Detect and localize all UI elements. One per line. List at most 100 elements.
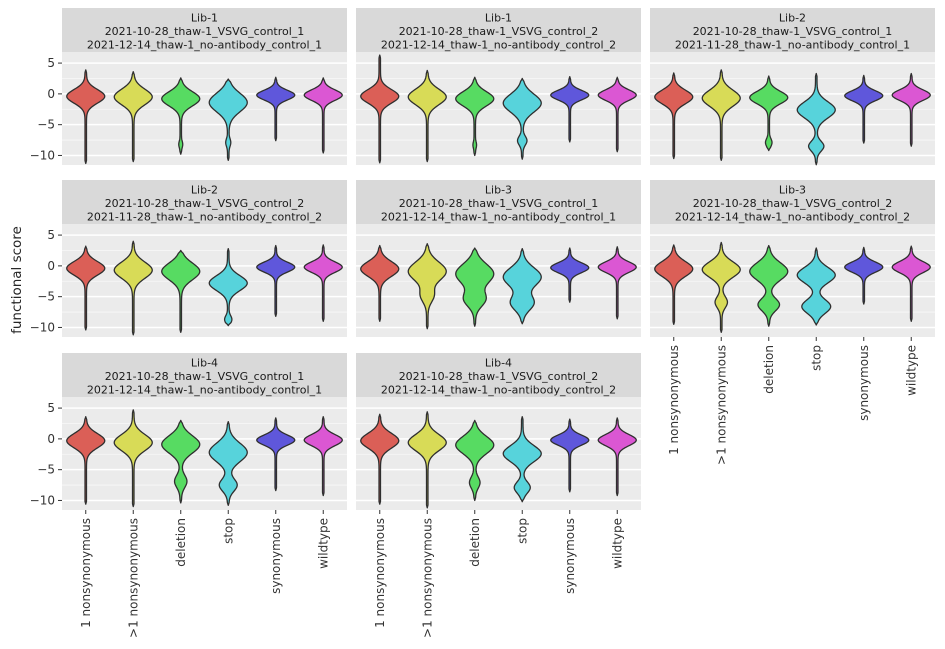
facet-strip-title-line: 2021-12-14_thaw-1_no-antibody_control_1 bbox=[87, 39, 322, 52]
facet-strip-title-line: Lib-2 bbox=[191, 184, 218, 197]
facet-panel: Lib-12021-10-28_thaw-1_VSVG_control_2202… bbox=[356, 8, 641, 165]
violin-1-nonsynonymous bbox=[66, 69, 106, 165]
facet-strip bbox=[650, 180, 935, 224]
violin--1-nonsynonymous bbox=[701, 69, 741, 162]
facet-strip-title-line: 2021-10-28_thaw-1_VSVG_control_1 bbox=[399, 197, 599, 210]
violin-deletion bbox=[455, 76, 495, 157]
y-tick-label: 5 bbox=[47, 401, 55, 415]
violin-synonymous bbox=[256, 76, 296, 142]
violin-stop bbox=[796, 72, 836, 166]
facet-strip-title-line: 2021-12-14_thaw-1_no-antibody_control_2 bbox=[381, 384, 616, 397]
panel-background bbox=[650, 224, 935, 337]
facet-strip-title-line: 2021-10-28_thaw-1_VSVG_control_1 bbox=[105, 25, 305, 38]
panel-background bbox=[62, 224, 347, 337]
x-tick-label: wildtype bbox=[316, 518, 330, 569]
facet-strip-title-line: 2021-10-28_thaw-1_VSVG_control_2 bbox=[693, 197, 893, 210]
panel-background bbox=[650, 52, 935, 165]
facet-strip-title-line: Lib-1 bbox=[191, 12, 218, 25]
violin--1-nonsynonymous bbox=[701, 241, 741, 334]
violin--1-nonsynonymous bbox=[407, 69, 447, 163]
violin-synonymous bbox=[256, 244, 296, 318]
violin-wildtype bbox=[891, 72, 931, 147]
violin-deletion bbox=[161, 249, 201, 334]
x-tick-label: deletion bbox=[468, 518, 482, 567]
violin-deletion bbox=[161, 419, 201, 504]
facet-panel: Lib-22021-10-28_thaw-1_VSVG_control_2202… bbox=[30, 180, 347, 337]
violin-synonymous bbox=[550, 418, 590, 493]
violin-stop bbox=[208, 78, 248, 162]
facet-strip-title-line: 2021-10-28_thaw-1_VSVG_control_1 bbox=[693, 25, 893, 38]
x-tick-label: wildtype bbox=[904, 345, 918, 396]
facet-panel: Lib-32021-10-28_thaw-1_VSVG_control_1202… bbox=[356, 180, 641, 337]
violin-synonymous bbox=[256, 417, 296, 492]
y-tick-label: 0 bbox=[47, 259, 55, 273]
facet-strip-title-line: 2021-12-14_thaw-1_no-antibody_control_2 bbox=[381, 39, 616, 52]
panel-background bbox=[62, 397, 347, 510]
y-tick-label: 5 bbox=[47, 56, 55, 70]
violin-synonymous bbox=[844, 246, 884, 305]
violin-1-nonsynonymous bbox=[66, 416, 106, 505]
facet-strip bbox=[62, 8, 347, 52]
facet-panel: Lib-22021-10-28_thaw-1_VSVG_control_1202… bbox=[650, 8, 935, 166]
facet-strip bbox=[356, 353, 641, 397]
violin--1-nonsynonymous bbox=[407, 243, 447, 330]
y-tick-label: −5 bbox=[37, 463, 55, 477]
violin-deletion bbox=[749, 244, 789, 327]
facet-strip-title-line: Lib-4 bbox=[191, 357, 218, 370]
y-tick-label: −5 bbox=[37, 118, 55, 132]
x-tick-label: deletion bbox=[762, 345, 776, 394]
x-tick-label: synonymous bbox=[563, 518, 577, 594]
facet-strip-title-line: Lib-3 bbox=[485, 184, 512, 197]
y-tick-label: 5 bbox=[47, 228, 55, 242]
x-tick-label: wildtype bbox=[610, 518, 624, 569]
x-tick-label: synonymous bbox=[269, 518, 283, 594]
violin-1-nonsynonymous bbox=[66, 245, 106, 331]
x-tick-label: deletion bbox=[174, 518, 188, 567]
facet-strip-title-line: Lib-2 bbox=[779, 12, 806, 25]
facet-strip-title-line: Lib-1 bbox=[485, 12, 512, 25]
violin-synonymous bbox=[550, 75, 590, 143]
violin-deletion bbox=[455, 247, 495, 327]
y-tick-label: 0 bbox=[47, 87, 55, 101]
violin-synonymous bbox=[550, 247, 590, 303]
x-tick-label: stop bbox=[515, 518, 529, 544]
facet-strip-title-line: 2021-12-14_thaw-1_no-antibody_control_1 bbox=[381, 211, 616, 224]
violin-stop bbox=[502, 247, 542, 325]
violin-wildtype bbox=[303, 416, 343, 497]
facet-panel: Lib-12021-10-28_thaw-1_VSVG_control_1202… bbox=[30, 8, 347, 165]
facet-strip-title-line: 2021-10-28_thaw-1_VSVG_control_2 bbox=[105, 197, 305, 210]
panel-background bbox=[356, 52, 641, 165]
x-tick-label: stop bbox=[221, 518, 235, 544]
panel-background bbox=[356, 397, 641, 510]
x-tick-label: >1 nonsynonymous bbox=[714, 345, 728, 465]
facet-strip bbox=[356, 8, 641, 52]
violin--1-nonsynonymous bbox=[113, 409, 153, 508]
violin-stop bbox=[208, 247, 248, 327]
facet-strip-title-line: 2021-12-14_thaw-1_no-antibody_control_1 bbox=[87, 384, 322, 397]
x-tick-label: 1 nonsynonymous bbox=[373, 518, 387, 628]
violin-wildtype bbox=[303, 244, 343, 322]
x-tick-label: stop bbox=[809, 345, 823, 371]
facet-strip bbox=[62, 180, 347, 224]
facet-panel: Lib-32021-10-28_thaw-1_VSVG_control_2202… bbox=[650, 180, 935, 465]
x-tick-label: >1 nonsynonymous bbox=[420, 518, 434, 638]
violin--1-nonsynonymous bbox=[407, 411, 447, 509]
facet-strip-title-line: 2021-10-28_thaw-1_VSVG_control_1 bbox=[105, 370, 305, 383]
violin-1-nonsynonymous bbox=[654, 244, 694, 326]
facet-strip-title-line: 2021-12-14_thaw-1_no-antibody_control_2 bbox=[675, 211, 910, 224]
facet-strip bbox=[650, 8, 935, 52]
facet-strip-title-line: Lib-3 bbox=[779, 184, 806, 197]
violin-stop bbox=[796, 247, 836, 326]
violin-synonymous bbox=[844, 74, 884, 144]
violin-1-nonsynonymous bbox=[654, 72, 694, 160]
violin-1-nonsynonymous bbox=[360, 244, 400, 322]
facet-panel: Lib-42021-10-28_thaw-1_VSVG_control_1202… bbox=[30, 353, 347, 638]
violin-wildtype bbox=[597, 417, 637, 497]
violin-deletion bbox=[161, 77, 201, 155]
violin-1-nonsynonymous bbox=[360, 54, 400, 164]
facet-strip-title-line: 2021-11-28_thaw-1_no-antibody_control_2 bbox=[87, 211, 322, 224]
facet-strip bbox=[356, 180, 641, 224]
facet-strip-title-line: 2021-11-28_thaw-1_no-antibody_control_1 bbox=[675, 39, 910, 52]
violin-deletion bbox=[749, 75, 789, 152]
